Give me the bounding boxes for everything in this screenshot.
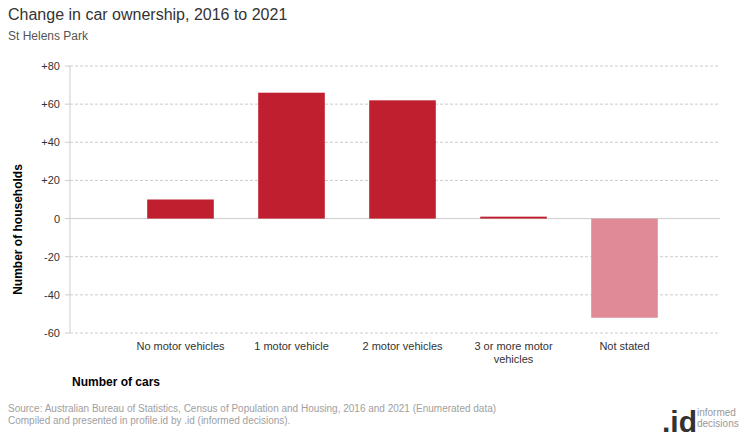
source: Compiled and presented in profile.id by … bbox=[8, 415, 290, 426]
bar bbox=[480, 217, 547, 219]
category-label-line: 3 or more motor bbox=[474, 340, 553, 352]
category-label: 2 motor vehicles bbox=[362, 340, 443, 352]
category-label: No motor vehicles bbox=[136, 340, 225, 352]
category-label: Not stated bbox=[599, 340, 649, 352]
tick-label: +60 bbox=[41, 98, 60, 110]
tick-label: +80 bbox=[41, 60, 60, 72]
logo: .id bbox=[662, 405, 697, 438]
tick-mark bbox=[65, 180, 70, 181]
tick-label: -20 bbox=[44, 251, 60, 263]
logo-text: decisions bbox=[697, 418, 739, 429]
tick-label: +40 bbox=[41, 136, 60, 148]
tick-label: 0 bbox=[54, 213, 60, 225]
subtitle: St Helens Park bbox=[8, 29, 89, 43]
chart: Change in car ownership, 2016 to 2021 St … bbox=[0, 0, 740, 440]
tick-mark bbox=[65, 256, 70, 257]
y-axis bbox=[70, 66, 71, 333]
bar bbox=[258, 93, 325, 219]
logo-text: informed bbox=[697, 407, 736, 418]
grid-line bbox=[70, 333, 720, 334]
category-label-line: No motor vehicles bbox=[136, 340, 225, 352]
bar bbox=[147, 200, 214, 219]
category-label-line: 2 motor vehicles bbox=[362, 340, 443, 352]
category-label: 3 or more motorvehicles bbox=[474, 340, 553, 365]
tick-mark bbox=[65, 294, 70, 295]
tick-label: -40 bbox=[44, 289, 60, 301]
tick-label: +20 bbox=[41, 174, 60, 186]
category-label-line: Not stated bbox=[599, 340, 649, 352]
category-label-line: 1 motor vehicle bbox=[254, 340, 329, 352]
tick-mark bbox=[65, 333, 70, 334]
tick-mark bbox=[65, 66, 70, 67]
source: Source: Australian Bureau of Statistics,… bbox=[8, 403, 496, 414]
bar bbox=[369, 100, 436, 218]
tick-mark bbox=[65, 142, 70, 143]
y-axis-label: Number of households bbox=[11, 164, 25, 295]
tick-mark bbox=[65, 104, 70, 105]
title: Change in car ownership, 2016 to 2021 bbox=[8, 6, 287, 23]
category-label: 1 motor vehicle bbox=[254, 340, 329, 352]
grid-line bbox=[70, 66, 720, 67]
bars bbox=[147, 93, 658, 318]
x-axis-label: Number of cars bbox=[72, 375, 160, 389]
category-label-line: vehicles bbox=[494, 353, 534, 365]
tick-label: -60 bbox=[44, 327, 60, 339]
tick-mark bbox=[65, 218, 70, 219]
bar bbox=[591, 219, 658, 318]
